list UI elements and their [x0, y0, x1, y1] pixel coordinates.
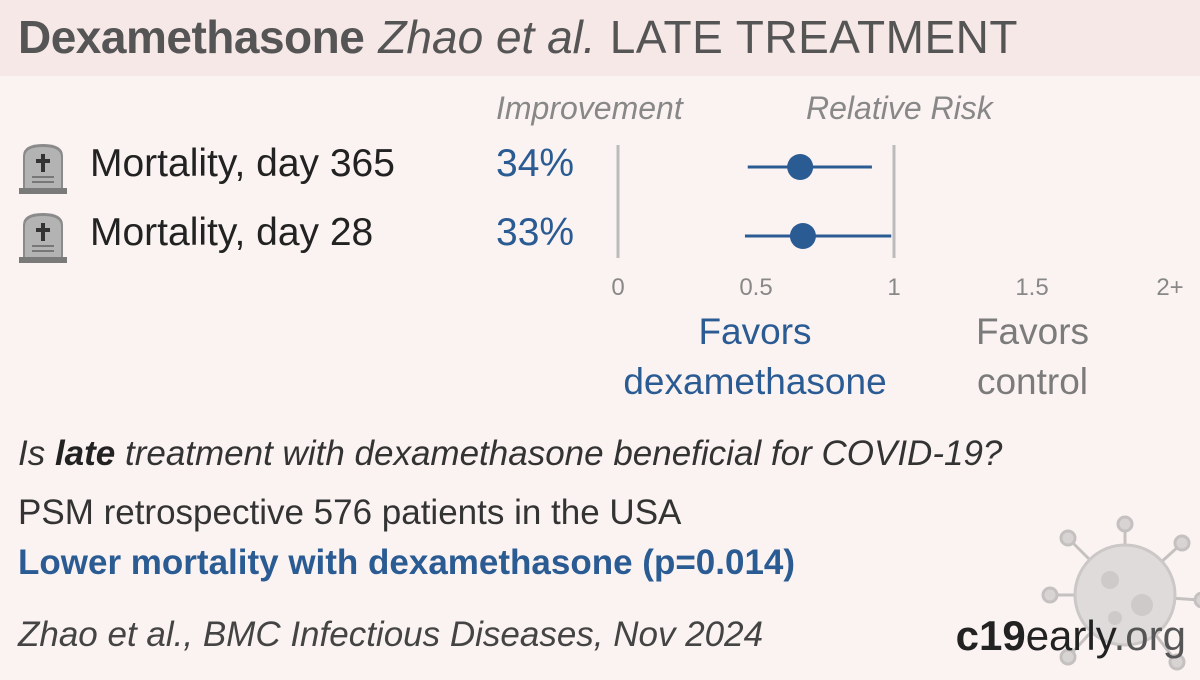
- x-tick-label: 1.5: [1015, 274, 1048, 301]
- favors-drug-label: Favors dexamethasone: [605, 307, 905, 407]
- site-logo[interactable]: c19early.org: [956, 612, 1186, 660]
- page-title: Dexamethasone Zhao et al. LATE TREATMENT: [18, 10, 1018, 64]
- virus-icon: [1041, 515, 1200, 671]
- improvement-value: 33%: [496, 211, 575, 254]
- favors-drug-line1: Favors: [698, 311, 812, 352]
- x-tick-label: 2+: [1156, 274, 1183, 301]
- rr-point: [789, 223, 816, 249]
- tombstone-icon: [19, 144, 67, 194]
- question-prefix: Is: [18, 434, 55, 473]
- improvement-value: 34%: [496, 142, 575, 185]
- tombstone-icon: [19, 213, 67, 263]
- outcome-row-day28: Mortality, day 28 33%: [0, 205, 1200, 265]
- study-question: Is late treatment with dexamethasone ben…: [18, 434, 1002, 474]
- favors-control-line2: control: [976, 361, 1089, 402]
- question-emphasis: late: [54, 434, 116, 473]
- x-tick-label: 1: [887, 274, 900, 301]
- outcome-label: Mortality, day 365: [90, 142, 395, 185]
- title-phase: LATE TREATMENT: [609, 11, 1018, 63]
- logo-bold: c19: [955, 612, 1026, 659]
- study-conclusion: Lower mortality with dexamethasone (p=0.…: [18, 543, 796, 582]
- favors-drug-line2: dexamethasone: [623, 361, 887, 402]
- outcome-label: Mortality, day 28: [90, 211, 374, 254]
- logo-tld: .org: [1113, 612, 1186, 659]
- relative-risk-header: Relative Risk: [806, 90, 993, 126]
- logo-rest: early: [1025, 612, 1114, 659]
- improvement-header: Improvement: [496, 90, 683, 126]
- outcome-row-day365: Mortality, day 365 34%: [0, 136, 1200, 196]
- favors-control-label: Favors control: [930, 307, 1135, 407]
- favors-control-line1: Favors: [975, 311, 1090, 352]
- title-bar: Dexamethasone Zhao et al. LATE TREATMENT: [0, 0, 1200, 76]
- question-suffix: treatment with dexamethasone beneficial …: [115, 434, 1003, 473]
- title-authors: Zhao et al.: [378, 11, 596, 63]
- forest-plot: 0 0.5 1 1.5 2+: [611, 145, 1184, 301]
- citation: Zhao et al., BMC Infectious Diseases, No…: [18, 615, 764, 654]
- rr-point: [787, 154, 814, 180]
- study-design: PSM retrospective 576 patients in the US…: [18, 493, 682, 532]
- x-tick-label: 0: [611, 274, 624, 301]
- title-drug: Dexamethasone: [18, 11, 365, 63]
- x-tick-label: 0.5: [739, 274, 772, 301]
